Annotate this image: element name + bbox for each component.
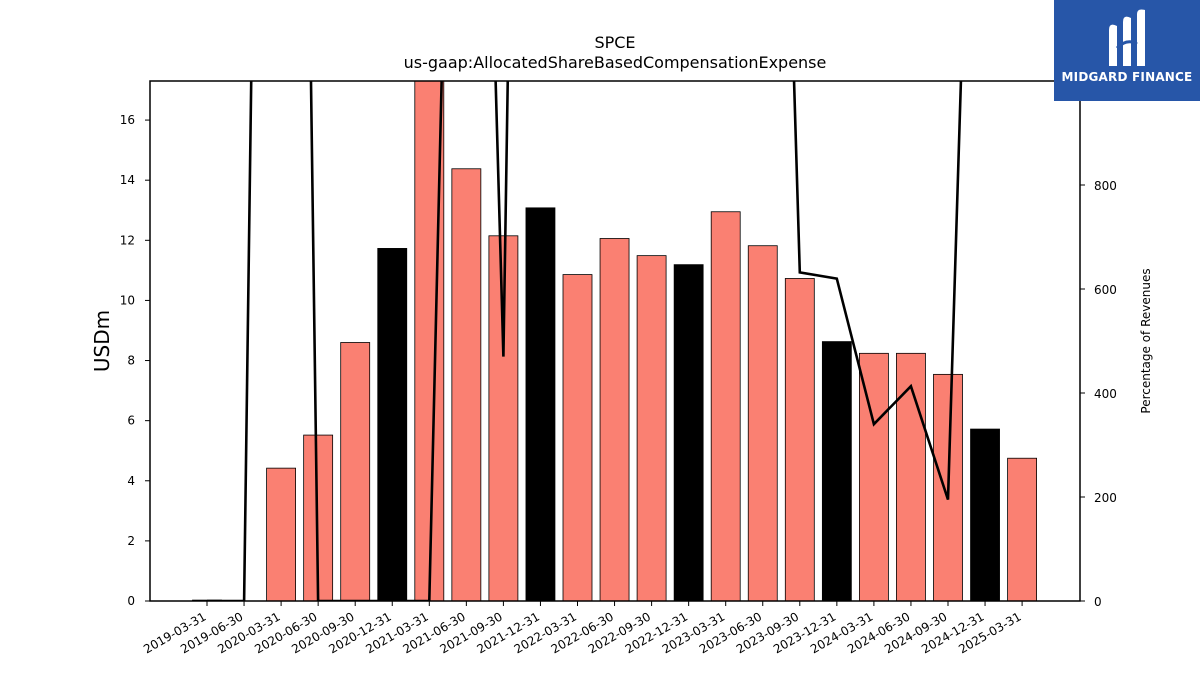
chart-subtitle: us-gaap:AllocatedShareBasedCompensationE… — [404, 53, 827, 72]
bar-2025-03-31 — [1007, 457, 1037, 602]
left-tick-label: 12 — [120, 233, 135, 247]
bar-2022-12-31 — [673, 264, 704, 602]
left-tick-label: 4 — [127, 474, 135, 488]
y-axis-label-left: USDm — [90, 310, 114, 372]
right-tick-label: 200 — [1094, 491, 1117, 505]
midgard-logo-icon — [1109, 9, 1145, 67]
bar-2023-09-30 — [784, 278, 815, 602]
right-tick-label: 0 — [1094, 595, 1102, 609]
bar-2023-03-31 — [710, 211, 741, 602]
line-segment-1 — [792, 81, 963, 501]
bar-2023-06-30 — [747, 245, 778, 602]
left-tick-label: 8 — [127, 354, 135, 368]
bar-2024-03-31 — [859, 352, 889, 602]
bar-2022-06-30 — [599, 238, 630, 602]
left-tick-label: 0 — [127, 594, 135, 608]
left-tick-label: 10 — [120, 293, 135, 307]
logo-text: MIDGARD FINANCE — [1061, 70, 1193, 84]
bar-series — [192, 80, 1037, 602]
right-tick-label: 800 — [1094, 179, 1117, 193]
left-tick-label: 16 — [120, 113, 135, 127]
y-axis-label-right: Percentage of Revenues — [1139, 268, 1153, 413]
bar-2021-06-30 — [451, 168, 482, 602]
bar-2022-03-31 — [562, 274, 593, 602]
bar-2020-12-31 — [377, 248, 408, 602]
bar-2020-09-30 — [340, 342, 371, 602]
x-axis: 2019-03-312019-06-302020-03-312020-06-30… — [141, 601, 1024, 656]
right-tick-label: 600 — [1094, 283, 1117, 297]
left-tick-label: 2 — [127, 534, 135, 548]
right-y-axis: 02004006008001000 — [1080, 75, 1125, 609]
bar-2023-12-31 — [821, 341, 852, 602]
midgard-finance-logo: MIDGARD FINANCE — [1054, 0, 1200, 101]
left-tick-label: 14 — [120, 173, 135, 187]
left-y-axis: 0 2 4 6 8 10 12 14 16 — [120, 113, 150, 608]
bar-2021-12-31 — [525, 207, 556, 602]
percentage-line-series — [207, 81, 963, 601]
bar-2024-12-31 — [970, 428, 1000, 602]
chart-title: SPCE — [594, 33, 635, 52]
right-tick-label: 400 — [1094, 387, 1117, 401]
left-tick-label: 6 — [127, 414, 135, 428]
bar-2022-09-30 — [636, 255, 667, 602]
bar-2020-03-31 — [266, 467, 297, 602]
